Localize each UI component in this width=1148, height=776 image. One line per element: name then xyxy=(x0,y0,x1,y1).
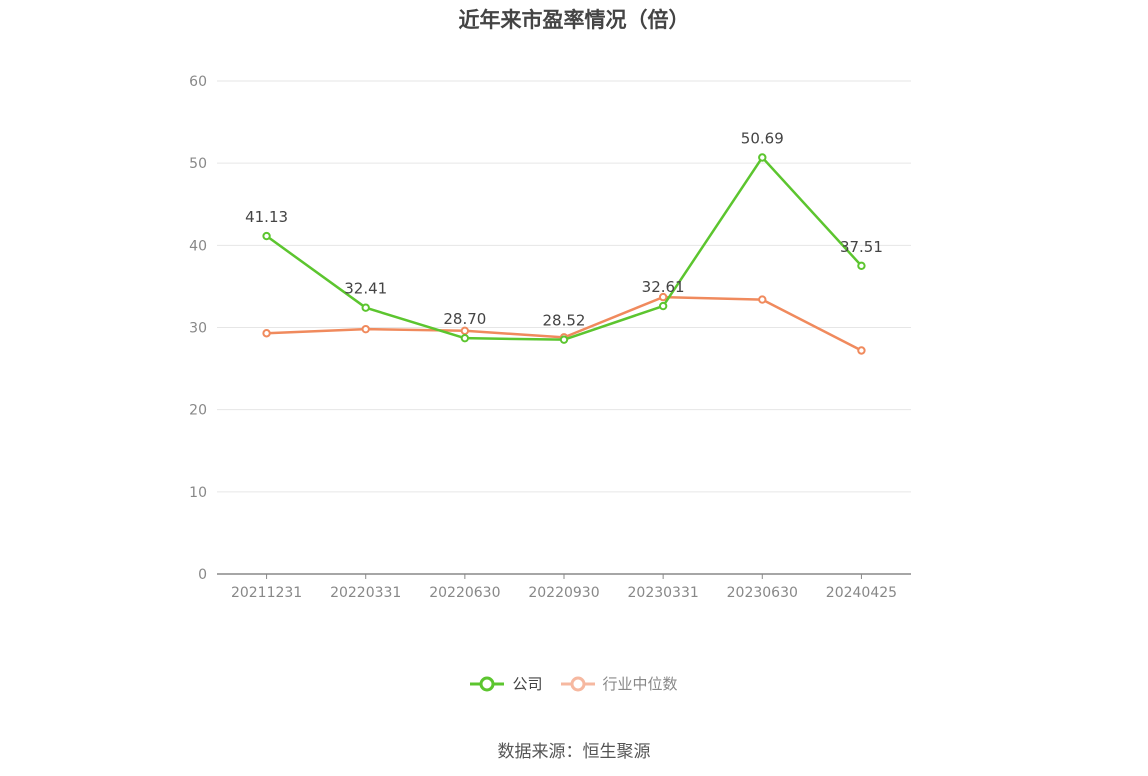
data-label: 32.61 xyxy=(642,278,685,296)
chart-title: 近年来市盈率情况（倍） xyxy=(458,8,690,32)
x-tick-label: 20211231 xyxy=(231,585,302,601)
x-tick-label: 20240425 xyxy=(826,585,897,601)
data-point-company xyxy=(658,301,668,311)
data-point-company xyxy=(262,231,271,241)
data-point-company xyxy=(857,261,866,270)
y-tick-label: 0 xyxy=(198,567,207,583)
data-label: 37.51 xyxy=(840,238,883,256)
x-tick-label: 20230331 xyxy=(628,585,699,601)
y-tick-label: 30 xyxy=(189,321,207,337)
data-point-company xyxy=(758,153,767,162)
x-tick-label: 20220331 xyxy=(330,585,401,601)
data-label: 28.70 xyxy=(443,310,486,328)
data-point-industry xyxy=(857,346,866,355)
data-point-company xyxy=(559,335,569,344)
y-tick-label: 20 xyxy=(189,403,207,419)
data-point-industry xyxy=(262,329,271,338)
data-label: 32.41 xyxy=(344,280,387,298)
legend: 公司 行业中位数 xyxy=(0,673,1148,694)
x-tick-label: 20220630 xyxy=(429,585,500,601)
legend-company-marker-icon xyxy=(470,676,505,691)
data-label: 28.52 xyxy=(543,312,586,330)
legend-item-industry[interactable]: 行业中位数 xyxy=(560,673,678,694)
data-point-industry xyxy=(758,295,767,304)
y-tick-label: 10 xyxy=(189,485,207,501)
legend-industry-label: 行业中位数 xyxy=(602,675,678,693)
data-point-industry xyxy=(460,326,470,335)
y-tick-label: 50 xyxy=(189,156,207,172)
data-source: 数据来源：恒生聚源 xyxy=(497,742,651,762)
legend-item-company[interactable]: 公司 xyxy=(470,673,543,694)
legend-company-label: 公司 xyxy=(512,675,543,693)
legend-industry-marker-icon xyxy=(560,676,595,691)
data-label: 50.69 xyxy=(741,129,784,147)
x-tick-label: 20220930 xyxy=(528,585,599,601)
data-point-industry xyxy=(658,292,668,302)
y-tick-label: 60 xyxy=(189,74,207,90)
x-tick-label: 20230630 xyxy=(727,585,798,601)
data-point-company xyxy=(460,333,470,343)
data-point-industry xyxy=(361,324,370,334)
data-point-company xyxy=(361,303,370,312)
y-tick-label: 40 xyxy=(189,238,207,254)
data-label: 41.13 xyxy=(245,208,288,226)
